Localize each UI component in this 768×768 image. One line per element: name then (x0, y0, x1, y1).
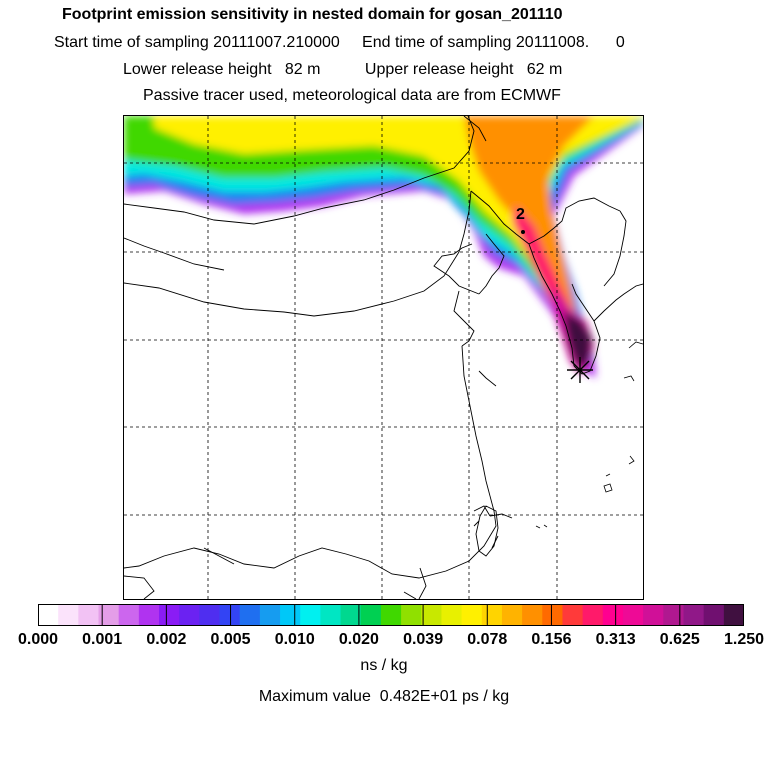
colorbar-border (38, 604, 744, 626)
colorbar-tick-label: 0.039 (403, 631, 444, 648)
release-height-line: Lower release height 82 m Upper release … (123, 61, 563, 78)
colorbar-tick-label: 0.010 (274, 631, 315, 648)
coastlines (124, 116, 643, 599)
small-islands (535, 341, 643, 529)
colorbar-swatch (542, 604, 563, 626)
sampling-time-line: Start time of sampling 20111007.210000 E… (54, 34, 625, 51)
colorbar-swatch (421, 604, 442, 626)
colorbar-tick-label: 1.250 (723, 631, 765, 648)
colorbar-swatch (259, 604, 281, 626)
colorbar-swatch (38, 604, 59, 626)
colorbar-swatch (280, 604, 301, 626)
colorbar-swatch (159, 604, 180, 626)
colorbar-swatch (683, 604, 705, 626)
colorbar-swatch (58, 604, 79, 626)
colorbar-swatch (219, 604, 241, 626)
plume-layer-dark (564, 311, 592, 368)
map-canvas: 2 (124, 116, 643, 599)
colorbar-swatch (622, 604, 644, 626)
colorbar-swatch (340, 604, 362, 626)
colorbar-swatch (643, 604, 664, 626)
colorbar-swatch (663, 604, 684, 626)
colorbar-swatch (380, 604, 402, 626)
colorbar-tick-label: 0.005 (210, 631, 251, 648)
colorbar-swatch (461, 604, 483, 626)
colorbar-unit: ns / kg (360, 657, 408, 674)
colorbar-swatch (441, 604, 463, 626)
maximum-value-text: Maximum value 0.482E+01 ps / kg (258, 688, 510, 705)
asterisk-icon (567, 357, 593, 383)
colorbar-swatch (401, 604, 422, 626)
colorbar-swatch (98, 604, 120, 626)
tracer-info-line: Passive tracer used, meteorological data… (143, 87, 561, 104)
colorbar-swatch (320, 604, 342, 626)
colorbar-tick-label: 0.313 (595, 631, 636, 648)
colorbar-tick-label: 0.020 (338, 631, 379, 648)
colorbar-swatch (239, 604, 261, 626)
colorbar-swatch (300, 604, 321, 626)
plot-title: Footprint emission sensitivity in nested… (62, 6, 563, 23)
colorbar-swatch (723, 604, 744, 626)
colorbar-swatch (118, 604, 140, 626)
colorbar-swatch (78, 604, 100, 626)
colorbar-swatch (522, 604, 543, 626)
colorbar-swatch (703, 604, 725, 626)
colorbar-tick-label: 0.078 (467, 631, 508, 648)
map-gridlines (124, 116, 643, 599)
colorbar-swatch (481, 604, 503, 626)
colorbar-swatch (562, 604, 584, 626)
station-label: 2 (516, 206, 525, 223)
colorbar (38, 604, 744, 626)
station-dot (521, 230, 525, 234)
colorbar-swatch (582, 604, 604, 626)
colorbar-swatch (138, 604, 160, 626)
sensitivity-field (124, 116, 643, 378)
colorbar-swatch (602, 604, 624, 626)
colorbar-swatch (501, 604, 523, 626)
colorbar-swatch (199, 604, 221, 626)
footprint-map: 2 (123, 115, 644, 600)
colorbar-swatch (179, 604, 200, 626)
colorbar-swatch (360, 604, 382, 626)
colorbar-tick-label: 0.156 (531, 631, 572, 648)
colorbar-tick-label: 0.625 (659, 631, 700, 648)
colorbar-tick-label: 0.000 (17, 631, 59, 648)
island-taiwan (475, 505, 499, 557)
colorbar-tick-label: 0.001 (82, 631, 123, 648)
colorbar-tick-label: 0.002 (146, 631, 187, 648)
